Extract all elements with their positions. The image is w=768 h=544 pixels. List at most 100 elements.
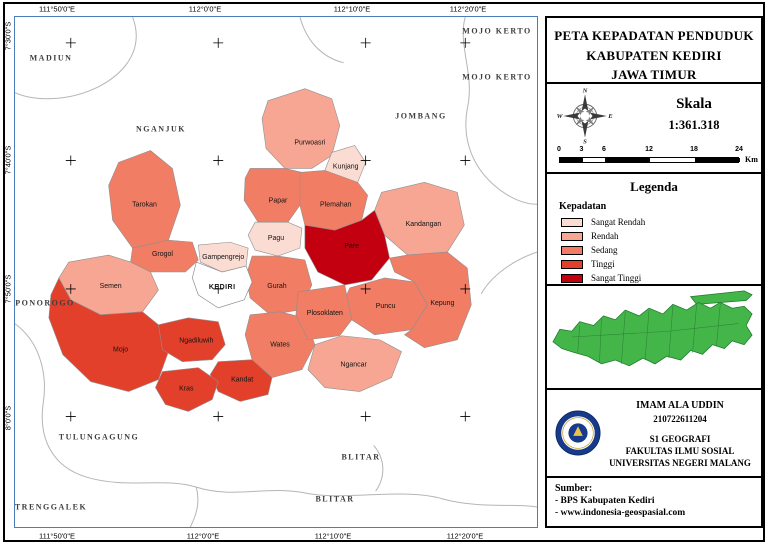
- district-ngadiluwih: [158, 317, 226, 362]
- district-kepung: [389, 251, 472, 349]
- legend-swatch-tinggi: [561, 259, 583, 269]
- grid-label-top-2: 112°10'0"E: [333, 4, 371, 14]
- district-wates: [244, 311, 316, 378]
- district-kras: [155, 367, 219, 412]
- east-java-internal-borders: [571, 303, 739, 364]
- scale-bar: 0 3 6 12 18 24 Km: [557, 146, 761, 172]
- scale-unit: Km: [745, 155, 758, 164]
- compass-e-label: E: [607, 113, 613, 120]
- district-papar: [243, 168, 303, 223]
- district-label-plemahan: Plemahan: [320, 201, 352, 208]
- scalebar-tick-0: 0: [557, 146, 561, 153]
- map-title-line1: PETA KEPADATAN PENDUDUK: [554, 28, 754, 43]
- district-mojo: [48, 277, 169, 392]
- district-label-kras: Kras: [179, 386, 194, 393]
- compass-n-label: N: [582, 87, 588, 94]
- district-label-gampengrejo: Gampengrejo: [202, 254, 244, 261]
- district-label-grogol: Grogol: [152, 251, 173, 258]
- main-map-frame: Purwoasri Kunjang Papar Plemahan Kandangan Ta…: [14, 16, 538, 528]
- author-nim: 210722611204: [653, 414, 707, 424]
- grid-label-left-0: 7°30'0"S: [3, 21, 13, 51]
- grid-label-bottom-3: 112°20'0"E: [446, 531, 484, 541]
- east-java-shape: [552, 301, 753, 367]
- grid-label-bottom-0: 111°50'0"E: [38, 531, 76, 541]
- kediri-city-layer: KEDIRI: [191, 261, 253, 309]
- kediri-city-label: KEDIRI: [209, 284, 236, 291]
- legend-item-sangat-tinggi: Sangat Tinggi: [561, 273, 761, 283]
- scale-text: Skala 1:361.318: [633, 96, 755, 133]
- district-label-pagu: Pagu: [268, 235, 284, 242]
- scalebar-tick-2: 6: [602, 146, 606, 153]
- legend-item-label: Tinggi: [591, 259, 615, 269]
- district-label-gurah: Gurah: [267, 283, 286, 290]
- district-label-ngancar: Ngancar: [341, 362, 368, 369]
- legend-item-tinggi: Tinggi: [561, 259, 761, 269]
- legend-subtitle: Kepadatan: [559, 201, 607, 212]
- district-label-kandangan: Kandangan: [406, 221, 442, 228]
- east-java-inset-canvas: [552, 290, 753, 367]
- legend-item-sangat-rendah: Sangat Rendah: [561, 217, 761, 227]
- scale-label: Skala: [676, 96, 712, 112]
- legend-block: Legenda Kepadatan Sangat Rendah Rendah Sed…: [545, 172, 763, 286]
- district-pagu: [247, 221, 303, 257]
- author-faculty: FAKULTAS ILMU SOSIAL: [625, 446, 735, 456]
- legend-swatch-sangat-tinggi: [561, 273, 583, 283]
- legend-swatch-sedang: [561, 245, 583, 255]
- graticule-crosses: [65, 37, 471, 422]
- graticule-cross-marks: [65, 37, 471, 422]
- legend-item-label: Rendah: [591, 231, 619, 241]
- legend-item-label: Sangat Rendah: [591, 217, 646, 227]
- legend-swatch-rendah: [561, 231, 583, 241]
- title-block: PETA KEPADATAN PENDUDUK KABUPATEN KEDIRI…: [545, 16, 763, 84]
- compass-rose-icon: N E S W: [557, 87, 614, 146]
- grid-label-left-2: 7°50'0"S: [3, 274, 13, 304]
- scale-bar-ticks: 0 3 6 12 18 24: [557, 146, 743, 155]
- inset-map-east-java: [545, 284, 763, 390]
- district-label-tarokan: Tarokan: [132, 201, 157, 208]
- sources-title: Sumber:: [555, 483, 593, 494]
- grid-label-bottom-1: 112°0'0"E: [186, 531, 220, 541]
- author-program: S1 GEOGRAFI: [649, 434, 711, 444]
- credits-text: IMAM ALA UDDIN 210722611204 S1 GEOGRAFI …: [603, 400, 757, 468]
- source-item-1: - BPS Kabupaten Kediri: [555, 496, 655, 506]
- grid-label-top-1: 112°0'0"E: [188, 4, 222, 14]
- scalebar-segment-4: [695, 158, 740, 162]
- map-title-line2: KABUPATEN KEDIRI: [586, 47, 722, 63]
- district-label-kandat: Kandat: [231, 377, 253, 384]
- author-university: UNIVERSITAS NEGERI MALANG: [609, 458, 751, 468]
- main-map-canvas: Purwoasri Kunjang Papar Plemahan Kandangan Ta…: [15, 17, 537, 527]
- legend-items: Sangat Rendah Rendah Sedang Tinggi Sangat Ti…: [547, 217, 761, 283]
- district-tarokan: [108, 150, 181, 249]
- unm-logo: [555, 410, 601, 456]
- grid-label-top-3: 112°20'0"E: [449, 4, 487, 14]
- grid-label-left-3: 8°0'0"S: [3, 405, 13, 431]
- credits-block: IMAM ALA UDDIN 210722611204 S1 GEOGRAFI …: [545, 388, 763, 478]
- district-label-kunjang: Kunjang: [333, 163, 359, 170]
- district-label-plosoklaten: Plosoklaten: [307, 310, 343, 317]
- district-ngancar: [307, 335, 402, 392]
- scale-bar-graphic: [559, 157, 740, 163]
- compass-s-label: S: [583, 139, 587, 146]
- district-label-purwoasri: Purwoasri: [294, 140, 325, 147]
- map-title-line3: JAWA TIMUR: [611, 67, 697, 82]
- district-label-semen: Semen: [100, 283, 122, 290]
- scalebar-segment-2: [605, 158, 650, 162]
- scalebar-segment-0: [560, 158, 583, 162]
- district-label-kepung: Kepung: [430, 300, 454, 307]
- source-item-2: - www.indonesia-geospasial.com: [555, 508, 686, 518]
- scalebar-tick-4: 18: [690, 146, 698, 153]
- district-polygons: Purwoasri Kunjang Papar Plemahan Kandangan Ta…: [48, 88, 472, 412]
- legend-item-rendah: Rendah: [561, 231, 761, 241]
- scale-value: 1:361.318: [668, 118, 720, 132]
- madura-island-shape: [689, 290, 753, 305]
- legend-item-label: Sedang: [591, 245, 618, 255]
- district-label-mojo: Mojo: [113, 347, 128, 354]
- legend-item-sedang: Sedang: [561, 245, 761, 255]
- district-purwoasri: [261, 88, 341, 169]
- legend-swatch-sangat-rendah: [561, 217, 583, 227]
- neighbor-boundary-lines: [15, 17, 537, 527]
- district-label-puncu: Puncu: [376, 303, 396, 310]
- grid-label-top-0: 111°50'0"E: [38, 4, 76, 14]
- compass-w-label: W: [557, 113, 564, 120]
- sources-block: Sumber: - BPS Kabupaten Kediri - www.ind…: [545, 476, 763, 528]
